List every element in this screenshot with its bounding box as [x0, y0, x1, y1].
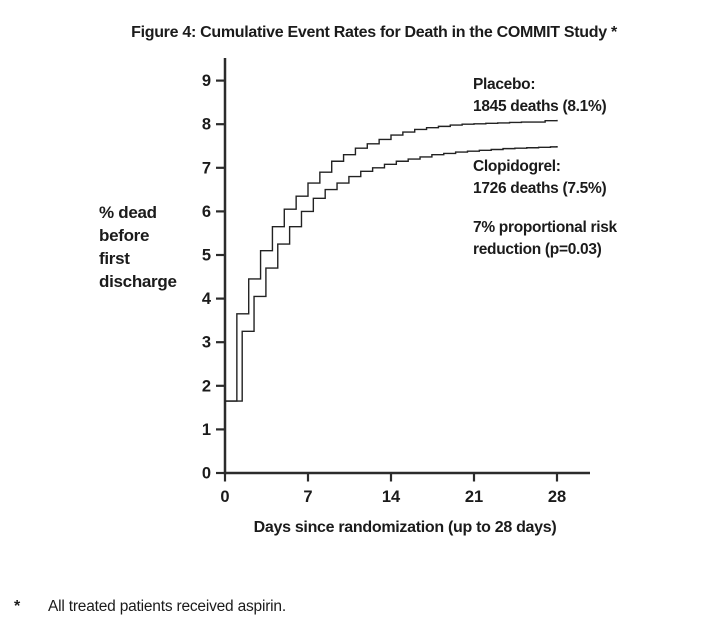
y-tick-label: 1: [202, 421, 211, 439]
y-tick-label: 7: [202, 159, 211, 177]
risk-reduction-annotation: 7% proportional risk reduction (p=0.03): [473, 217, 617, 261]
risk-reduction-line: 7% proportional risk: [473, 219, 617, 236]
footnote-text: All treated patients received aspirin.: [48, 598, 286, 615]
legend-clopidogrel: Clopidogrel: 1726 deaths (7.5%): [473, 156, 607, 200]
y-tick-label: 2: [202, 377, 211, 395]
y-tick-label: 9: [202, 72, 211, 90]
x-tick-label: 7: [303, 488, 312, 506]
chart-title: Figure 4: Cumulative Event Rates for Dea…: [131, 24, 617, 41]
legend-placebo-name: Placebo:: [473, 76, 536, 93]
x-axis-label: Days since randomization (up to 28 days): [253, 519, 557, 536]
x-tick-label: 0: [220, 488, 229, 506]
legend-clopidogrel-stats: 1726 deaths (7.5%): [473, 180, 607, 197]
series-line-clopidogrel: [225, 146, 558, 402]
y-axis-label: % dead before first discharge: [99, 201, 177, 293]
legend-placebo: Placebo: 1845 deaths (8.1%): [473, 74, 607, 118]
y-axis-label-line: first: [99, 249, 130, 268]
x-tick-label: 28: [548, 488, 566, 506]
y-tick-label: 8: [202, 116, 211, 134]
y-axis-label-line: % dead: [99, 203, 157, 222]
risk-reduction-line: reduction (p=0.03): [473, 241, 602, 258]
y-tick-label: 4: [202, 290, 212, 308]
y-axis-label-line: before: [99, 226, 150, 245]
y-tick-label: 5: [202, 247, 211, 265]
x-tick-label: 14: [382, 488, 401, 506]
legend-placebo-stats: 1845 deaths (8.1%): [473, 98, 607, 115]
y-tick-label: 0: [202, 465, 211, 483]
y-axis-label-line: discharge: [99, 272, 177, 291]
y-tick-label: 6: [202, 203, 211, 221]
legend-clopidogrel-name: Clopidogrel:: [473, 158, 561, 175]
footnote-asterisk: *: [14, 598, 20, 615]
series-line-placebo: [225, 119, 558, 402]
y-tick-label: 3: [202, 334, 211, 352]
x-tick-label: 21: [465, 488, 483, 506]
